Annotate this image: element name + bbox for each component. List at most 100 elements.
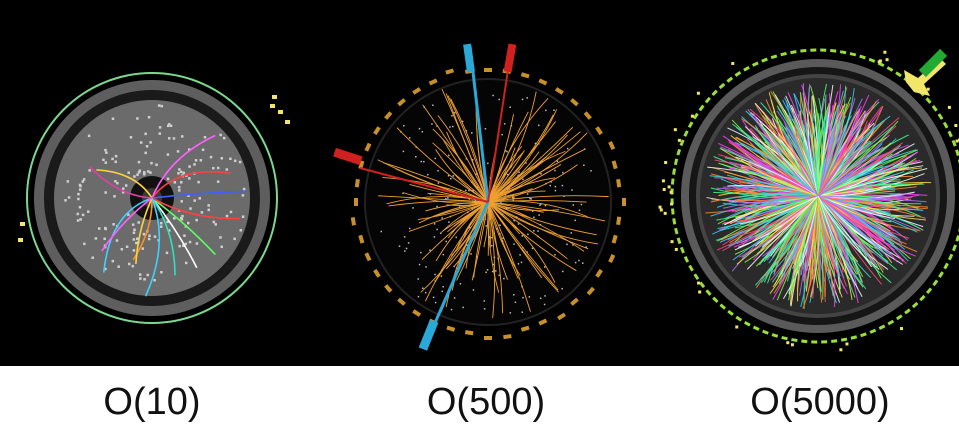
- tracker-hit: [445, 198, 447, 200]
- outer-hit: [947, 105, 951, 109]
- tracker-hit: [453, 112, 456, 114]
- tracker-hit: [512, 196, 514, 199]
- tracker-hit: [561, 287, 563, 290]
- outer-hit: [20, 222, 25, 226]
- tracker-hit: [178, 244, 181, 248]
- tracker-hit: [452, 175, 455, 177]
- tracker-hit: [203, 136, 207, 139]
- tracker-hit: [585, 246, 587, 248]
- tracker-hit: [149, 141, 152, 144]
- tracker-hit: [125, 245, 129, 249]
- tracker-hit: [131, 223, 135, 226]
- tracker-hit: [512, 194, 514, 197]
- particle-track: [817, 195, 918, 253]
- calorimeter-tower: [384, 284, 393, 293]
- tracker-hit: [114, 160, 118, 164]
- particle-track: [487, 195, 609, 203]
- tracker-hit: [423, 160, 425, 163]
- tracker-hit: [498, 274, 500, 277]
- tracker-hit: [78, 188, 82, 191]
- particle-track: [735, 156, 819, 197]
- tracker-hit: [216, 180, 220, 183]
- tracker-hit: [167, 137, 171, 140]
- tracker-hit: [488, 236, 491, 238]
- outer-hit: [926, 87, 930, 91]
- calorimeter-tower: [595, 268, 603, 278]
- tracker-hit: [88, 169, 91, 172]
- tracker-hit: [239, 228, 243, 232]
- tracker-hit: [566, 147, 569, 150]
- red-track-left: [359, 167, 489, 203]
- calorimeter-tower: [445, 68, 455, 75]
- particle-track: [487, 147, 516, 203]
- particle-track: [487, 109, 558, 203]
- tracker-hit: [111, 157, 114, 161]
- tracker-hit: [64, 199, 67, 202]
- tracker-hit: [531, 210, 534, 212]
- tracker-hit: [81, 213, 85, 217]
- tracker-hit: [114, 154, 118, 158]
- tracker-hit: [518, 171, 520, 174]
- particle-track: [151, 197, 216, 256]
- outer-hit: [698, 290, 702, 294]
- particle-track: [720, 193, 819, 201]
- tracker-hit: [187, 194, 190, 197]
- tracker-hit: [139, 141, 143, 144]
- blue-energy-deposit-bottom: [418, 319, 439, 351]
- tracker-hit: [195, 218, 198, 222]
- tracker-hit: [462, 306, 464, 309]
- tracker-hit: [102, 158, 105, 162]
- tracker-hit: [405, 247, 408, 250]
- calorimeter-tower: [616, 216, 622, 226]
- tracker-hit: [380, 230, 382, 233]
- particle-track: [487, 114, 514, 203]
- particle-track: [421, 201, 489, 260]
- particle-track: [101, 197, 153, 252]
- tracker-hit: [539, 204, 541, 207]
- tracker-hit: [517, 263, 520, 265]
- calorimeter-towers: [350, 68, 626, 340]
- tracker-hit: [184, 242, 188, 246]
- tracker-hit: [434, 301, 437, 304]
- particle-track: [746, 195, 819, 270]
- tracker-hit: [166, 124, 170, 128]
- tracker-hit: [241, 194, 245, 197]
- outer-hit: [955, 139, 959, 143]
- particle-track: [817, 195, 851, 265]
- particle-track: [783, 121, 819, 197]
- caption-o-500: O(500): [426, 381, 546, 423]
- calorimeter-tower: [570, 98, 579, 107]
- tracker-hit: [517, 223, 520, 225]
- particle-track: [487, 151, 540, 203]
- particle-track: [817, 90, 844, 197]
- particle-track: [817, 125, 871, 197]
- tracker-hit: [115, 239, 119, 242]
- event-displays: [0, 0, 959, 366]
- tracker-hit: [153, 235, 157, 238]
- tracker-hit: [76, 219, 80, 222]
- tracker-hit: [222, 136, 226, 140]
- tracker-hit: [451, 115, 453, 117]
- tracker-hit: [179, 181, 183, 184]
- tracker-hit: [554, 189, 557, 192]
- tracker-hit: [158, 132, 162, 135]
- tracker-hit: [418, 127, 421, 130]
- tracker-hit: [81, 180, 85, 183]
- tracker-hit: [178, 189, 181, 192]
- tracker-hit: [441, 290, 443, 293]
- tracker-hit: [79, 218, 82, 221]
- particle-track: [740, 142, 819, 197]
- particle-track: [817, 195, 927, 203]
- calorimeter-tower: [358, 160, 365, 170]
- particle-track: [736, 186, 819, 197]
- tracker-hit: [160, 104, 164, 108]
- calorimeter-tower: [583, 111, 592, 120]
- tracker-hit: [157, 104, 161, 107]
- tracker-hits: [64, 104, 246, 282]
- calorimeter-tower: [608, 141, 616, 150]
- particle-track: [809, 85, 823, 197]
- calorimeter-tower: [397, 297, 406, 306]
- tracker-hit: [166, 220, 169, 224]
- tracker-hit: [453, 265, 455, 268]
- calorimeter-tower: [484, 68, 492, 72]
